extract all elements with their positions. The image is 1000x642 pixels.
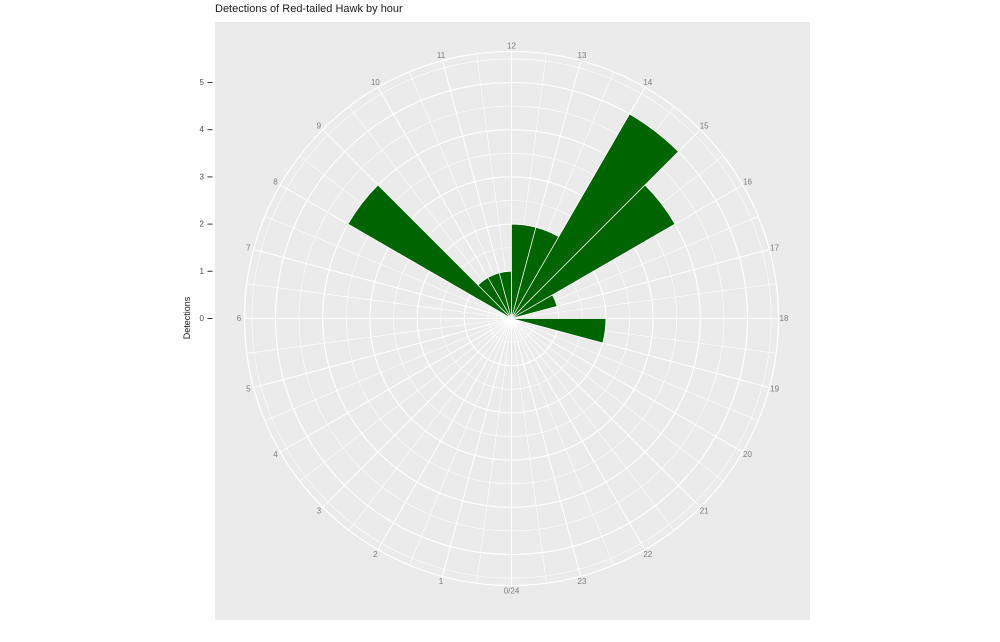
hour-label-0-24: 0/24 (504, 587, 520, 596)
hour-label-10: 10 (371, 78, 380, 87)
hour-label-1: 1 (439, 577, 444, 586)
theta-major-gridline (377, 318, 512, 550)
hour-label-5: 5 (246, 385, 251, 394)
hour-label-20: 20 (743, 450, 752, 459)
theta-major-gridline (511, 318, 582, 577)
theta-minor-gridline (511, 318, 614, 566)
theta-minor-gridline (511, 318, 759, 421)
y-tick-label: 3 (200, 172, 205, 181)
hour-label-14: 14 (643, 78, 652, 87)
theta-minor-gridline (409, 318, 512, 566)
bar-hour-15 (511, 184, 676, 319)
theta-minor-gridline (511, 283, 777, 319)
hour-label-4: 4 (273, 450, 278, 459)
hour-label-22: 22 (643, 550, 652, 559)
hour-label-12: 12 (507, 42, 516, 51)
theta-minor-gridline (511, 318, 547, 584)
hour-label-13: 13 (578, 51, 587, 60)
theta-major-gridline (280, 318, 512, 453)
hour-label-15: 15 (700, 121, 709, 130)
theta-major-gridline (511, 318, 743, 453)
theta-minor-gridline (511, 318, 675, 531)
theta-major-gridline (511, 318, 646, 550)
theta-major-gridline (253, 318, 512, 389)
bar-hour-14 (511, 113, 679, 319)
hour-label-9: 9 (317, 121, 322, 130)
hour-label-17: 17 (770, 244, 779, 253)
hour-label-8: 8 (273, 178, 278, 187)
y-tick-label: 5 (200, 78, 205, 87)
hour-label-21: 21 (700, 507, 709, 516)
theta-major-gridline (511, 318, 701, 508)
bar-hour-8 (347, 184, 512, 319)
theta-minor-gridline (348, 318, 512, 531)
bar-hour-16 (511, 294, 558, 319)
theta-minor-gridline (476, 318, 512, 584)
hour-label-11: 11 (437, 51, 446, 60)
hour-label-16: 16 (743, 178, 752, 187)
hour-label-18: 18 (780, 314, 789, 323)
theta-minor-gridline (264, 318, 512, 421)
hour-label-3: 3 (317, 507, 322, 516)
theta-minor-gridline (264, 216, 512, 319)
panel-edge-circle (243, 50, 780, 587)
hour-label-2: 2 (373, 550, 378, 559)
theta-major-gridline (441, 318, 512, 577)
theta-major-gridline (322, 318, 512, 508)
theta-minor-gridline (299, 318, 512, 482)
y-tick-label: 0 (200, 314, 205, 323)
y-tick-label: 1 (200, 267, 205, 276)
hour-label-7: 7 (246, 244, 251, 253)
bar-hour-18 (511, 318, 607, 344)
hour-label-6: 6 (237, 314, 242, 323)
theta-minor-gridline (246, 318, 512, 354)
hour-label-19: 19 (770, 385, 779, 394)
theta-major-gridline (253, 248, 512, 319)
theta-minor-gridline (246, 283, 512, 319)
y-tick-label: 2 (200, 220, 205, 229)
hour-label-23: 23 (578, 577, 587, 586)
theta-minor-gridline (511, 318, 724, 482)
chart-title: Detections of Red-tailed Hawk by hour (215, 3, 403, 15)
y-tick-label: 4 (200, 125, 205, 134)
